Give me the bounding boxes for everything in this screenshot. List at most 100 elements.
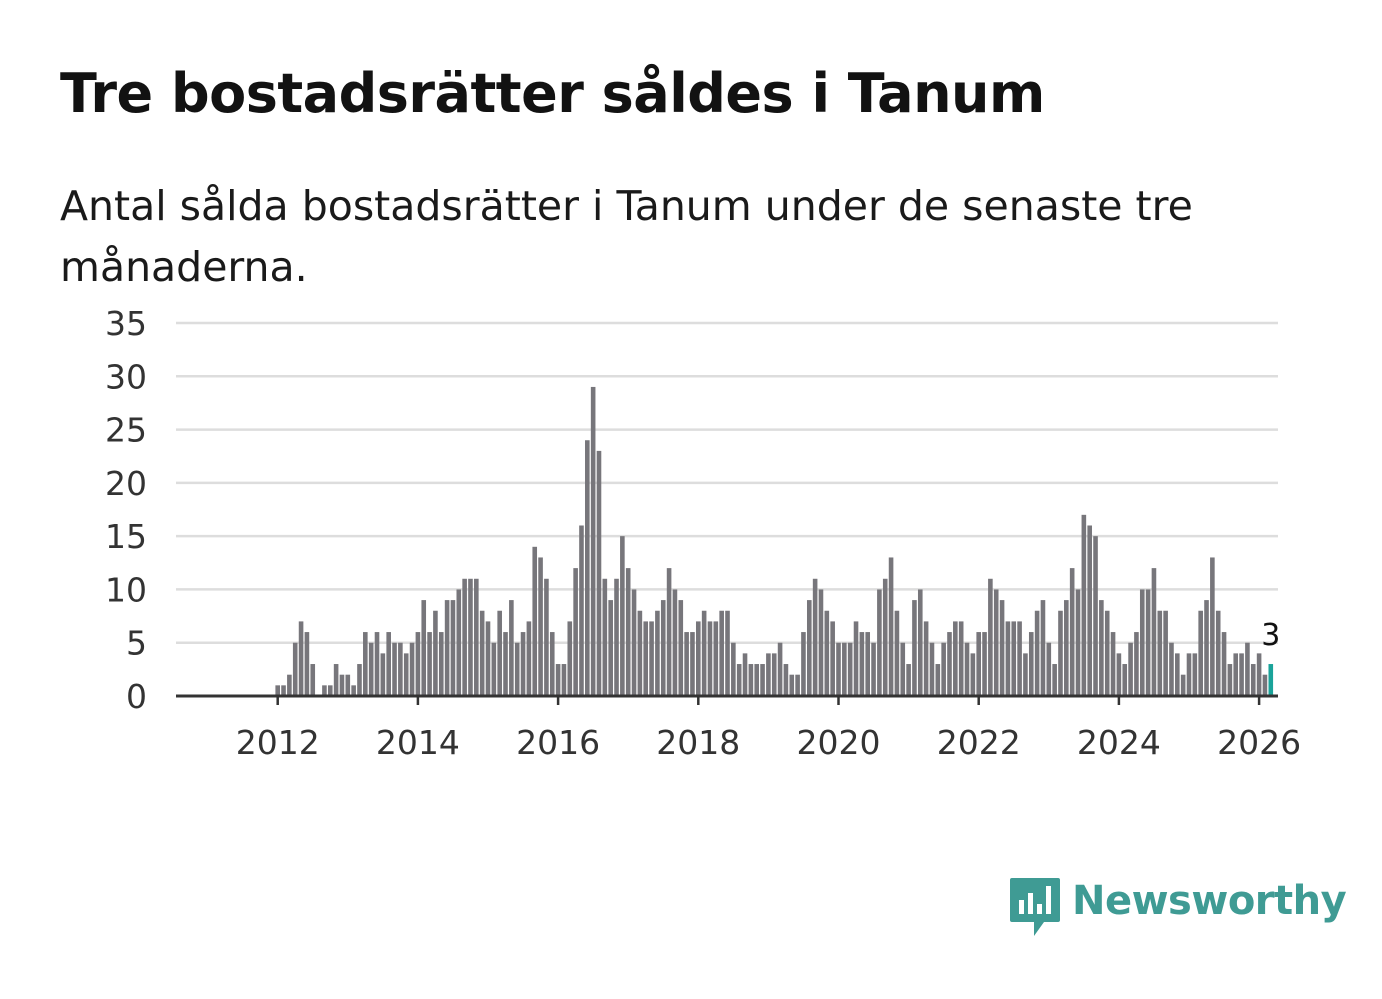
chart-title: Tre bostadsrätter såldes i Tanum xyxy=(60,62,1045,125)
bar xyxy=(298,621,304,696)
bar xyxy=(900,642,906,696)
bar xyxy=(1093,536,1098,696)
x-tick-label: 2026 xyxy=(1217,723,1301,762)
bar xyxy=(614,578,619,696)
y-tick-label: 30 xyxy=(105,357,147,396)
bar xyxy=(602,578,608,696)
bar xyxy=(1034,610,1040,696)
bar xyxy=(474,578,479,696)
bar xyxy=(555,664,561,696)
bar xyxy=(1239,653,1244,696)
bar xyxy=(468,578,473,696)
bar xyxy=(1028,632,1034,696)
bar xyxy=(1128,642,1133,696)
bar xyxy=(976,632,981,696)
bar xyxy=(386,632,391,696)
bars xyxy=(275,386,1274,696)
bar xyxy=(655,610,660,696)
bar xyxy=(538,557,543,696)
y-tick-label: 20 xyxy=(105,464,147,503)
bar xyxy=(281,685,286,696)
bar xyxy=(1221,632,1227,696)
bar xyxy=(1005,621,1011,696)
bar xyxy=(912,600,917,696)
bar xyxy=(567,621,573,696)
bar xyxy=(392,642,397,696)
bar xyxy=(1186,653,1192,696)
bar xyxy=(789,674,795,696)
bar xyxy=(585,440,590,696)
bar xyxy=(643,621,649,696)
bar xyxy=(742,653,748,696)
bar xyxy=(795,674,800,696)
bar xyxy=(1087,525,1092,696)
bar xyxy=(1157,610,1163,696)
bar xyxy=(865,632,871,696)
bar xyxy=(1040,600,1046,696)
bar xyxy=(357,664,362,696)
bar xyxy=(859,632,865,696)
bar xyxy=(351,685,356,696)
bar xyxy=(836,642,841,696)
x-tick-label: 2022 xyxy=(937,723,1021,762)
bar xyxy=(544,578,549,696)
x-tick-label: 2012 xyxy=(236,723,320,762)
bar xyxy=(403,653,409,696)
newsworthy-logo[interactable]: Newsworthy xyxy=(1008,876,1347,940)
x-tick-label: 2016 xyxy=(516,723,600,762)
bar xyxy=(993,589,999,696)
bar xyxy=(783,664,789,696)
bar xyxy=(725,610,730,696)
bar xyxy=(363,632,368,696)
bar xyxy=(1245,642,1250,696)
bar xyxy=(812,578,818,696)
bar xyxy=(1145,589,1151,696)
bar xyxy=(1250,664,1256,696)
bar xyxy=(292,642,298,696)
bar xyxy=(690,632,695,696)
bar xyxy=(1134,632,1139,696)
bar xyxy=(327,685,333,696)
y-axis-labels: 0 5 10 15 20 25 30 35 xyxy=(105,304,147,716)
bar xyxy=(917,589,923,696)
bar xyxy=(374,632,380,696)
bar xyxy=(561,664,567,696)
bar xyxy=(1233,653,1239,696)
bar xyxy=(771,653,777,696)
bar xyxy=(596,450,602,696)
bar xyxy=(672,589,678,696)
y-tick-label: 15 xyxy=(105,517,147,556)
bar xyxy=(748,664,754,696)
bar xyxy=(906,664,911,696)
bar xyxy=(1064,600,1069,696)
bar xyxy=(444,600,450,696)
bar xyxy=(579,525,584,696)
bar xyxy=(415,632,421,696)
bar xyxy=(1122,664,1128,696)
bar xyxy=(929,642,935,696)
x-axis: 2012 2014 2016 2018 2020 2022 2024 2026 xyxy=(236,696,1301,762)
bar xyxy=(947,632,952,696)
bar xyxy=(310,664,316,696)
bar xyxy=(1227,664,1233,696)
bar xyxy=(964,642,970,696)
y-tick-label: 35 xyxy=(105,304,147,343)
bar xyxy=(637,610,643,696)
bar xyxy=(1104,610,1110,696)
bar xyxy=(871,642,876,696)
bar xyxy=(631,589,637,696)
bar xyxy=(503,632,508,696)
bar xyxy=(882,578,888,696)
bar xyxy=(888,557,894,696)
bar xyxy=(456,589,462,696)
bar xyxy=(1198,610,1203,696)
bar xyxy=(1151,568,1157,696)
bar xyxy=(1058,610,1063,696)
bar xyxy=(368,642,374,696)
bar xyxy=(731,642,736,696)
bar xyxy=(660,600,666,696)
newsworthy-logo-text: Newsworthy xyxy=(1072,878,1347,924)
bar xyxy=(1204,600,1209,696)
bar xyxy=(853,621,859,696)
bar xyxy=(801,632,806,696)
